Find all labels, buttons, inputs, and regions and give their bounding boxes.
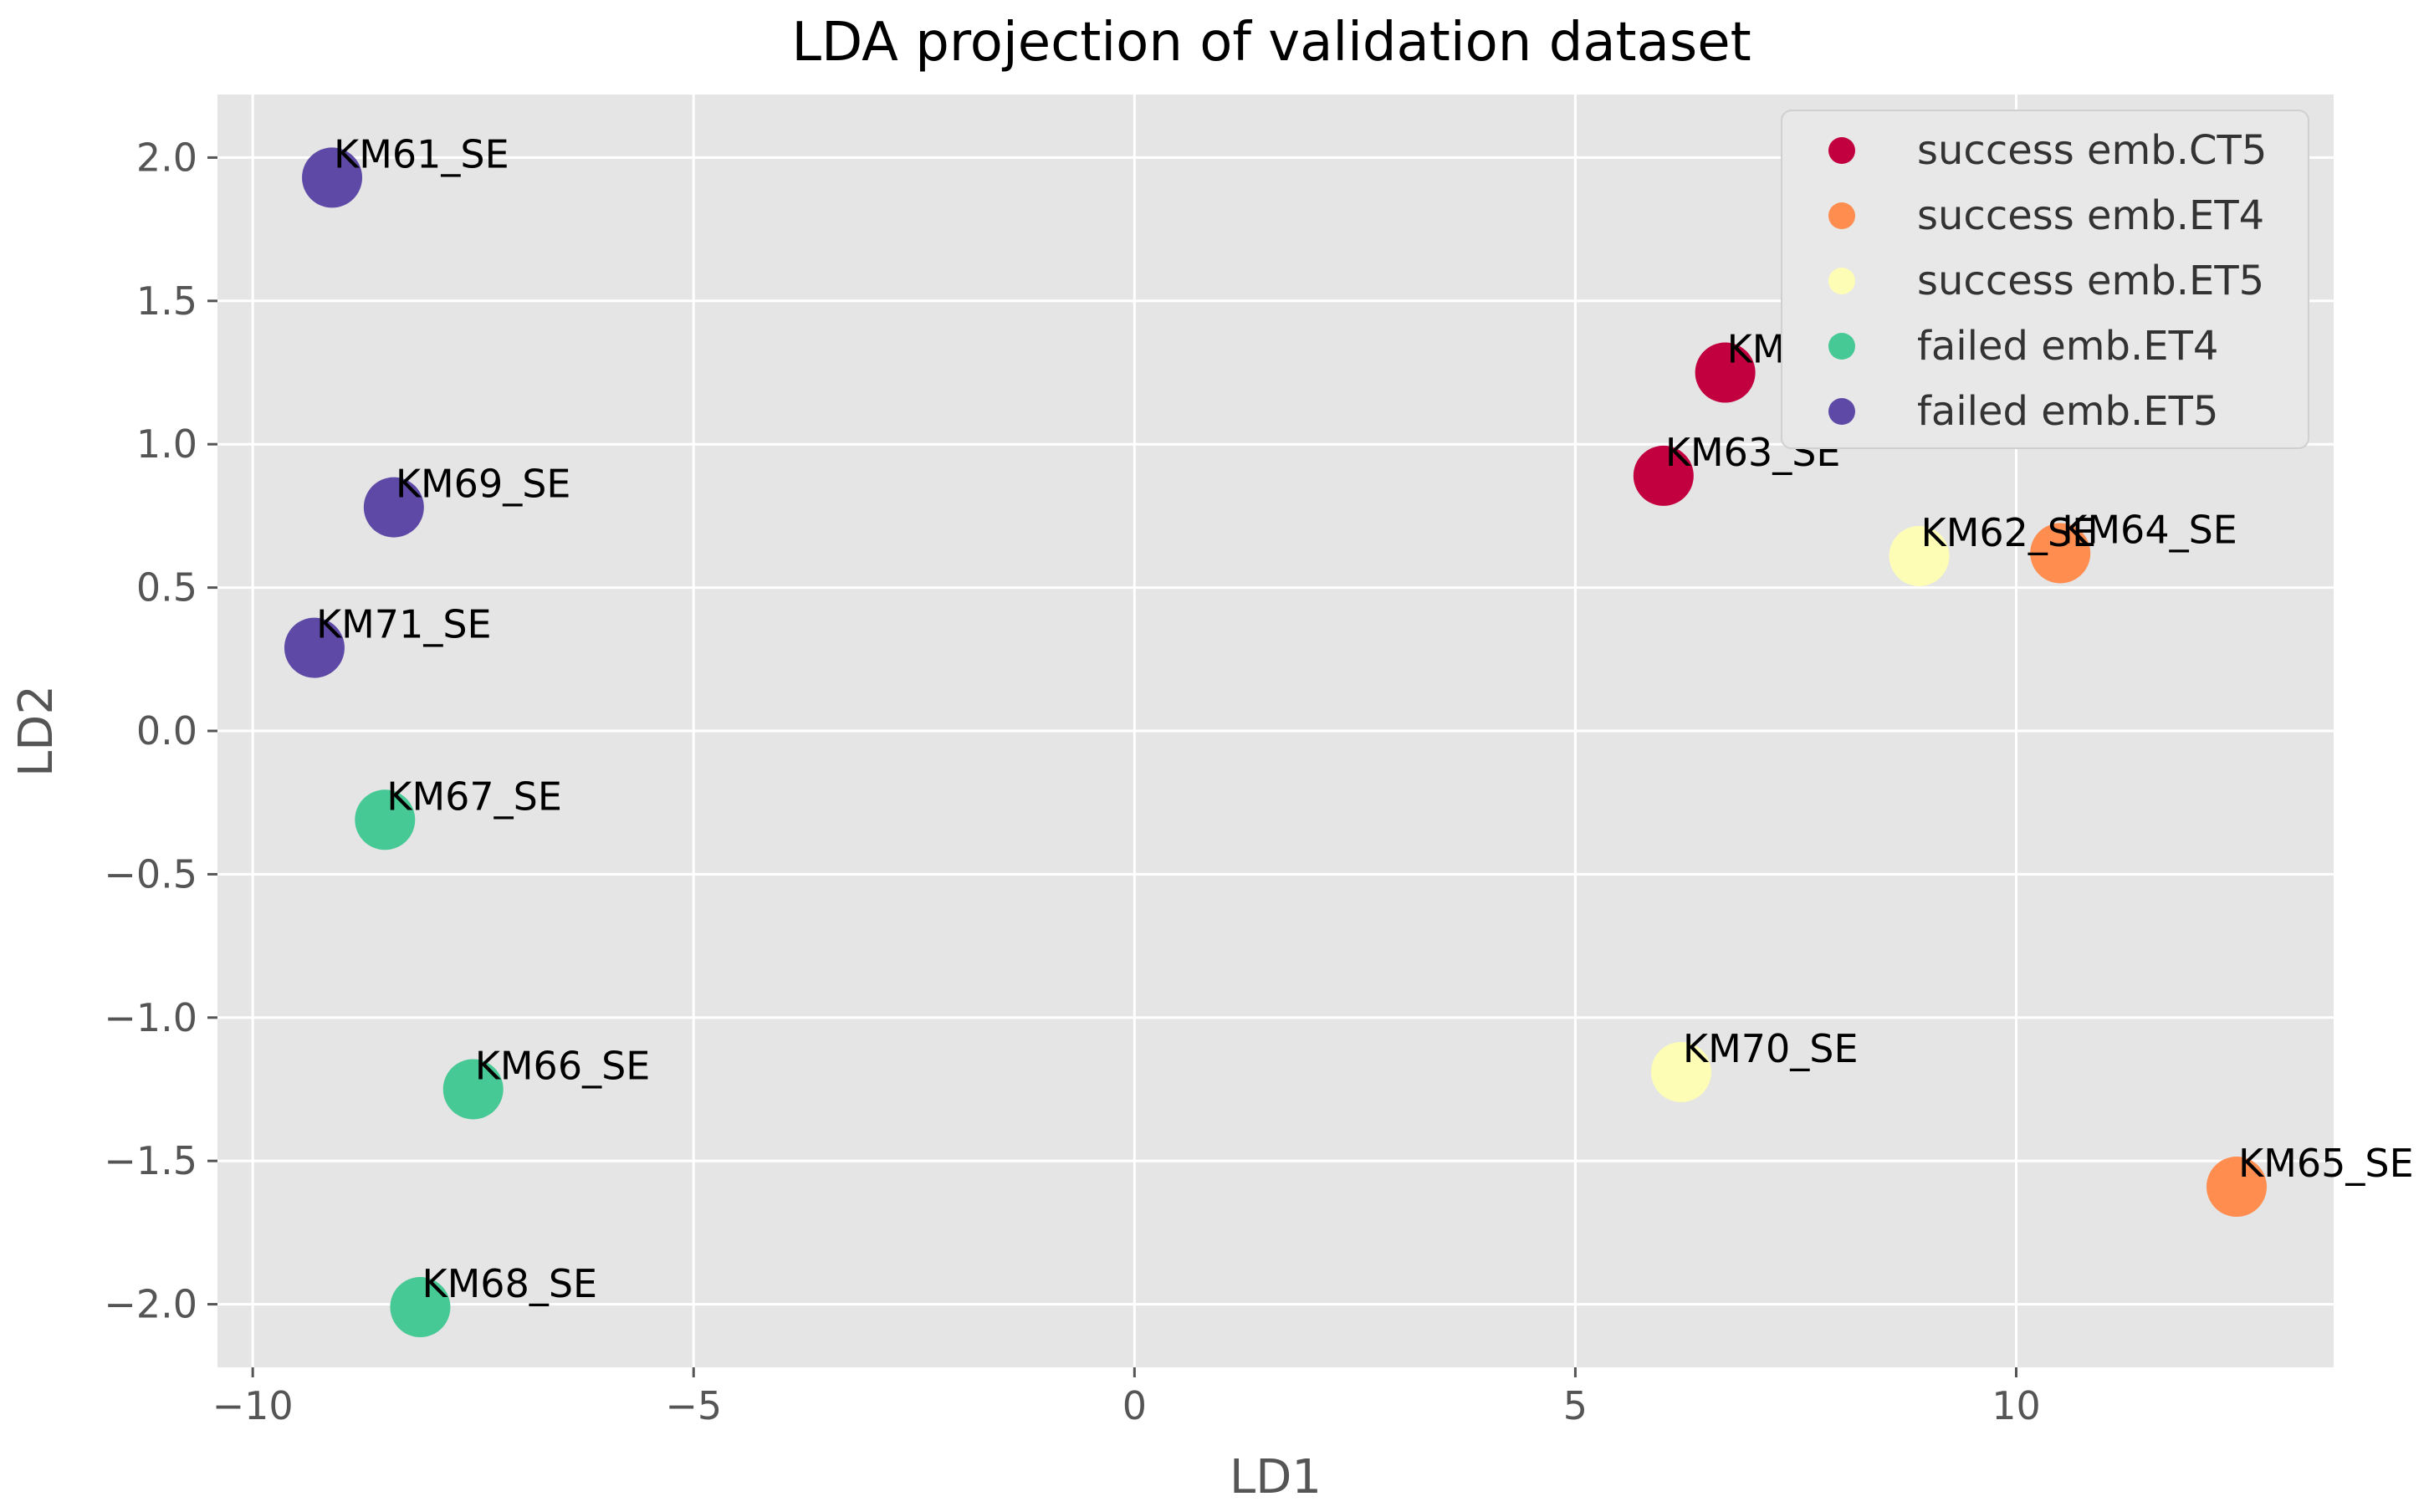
- y-axis-label: LD2: [9, 685, 64, 777]
- data-point-km66-se: [442, 1059, 504, 1120]
- x-tick-label: 10: [1992, 1383, 2041, 1428]
- point-label: KM66_SE: [475, 1043, 651, 1088]
- y-tick-label: 0.5: [136, 565, 197, 610]
- y-tick-label: 2.0: [136, 135, 197, 180]
- point-label: KM69_SE: [396, 462, 571, 507]
- legend-label: success emb.ET4: [1917, 192, 2264, 239]
- y-tick-label: −0.5: [104, 851, 197, 896]
- point-label: KM62_SE: [1921, 510, 2097, 555]
- x-tick-label: 0: [1122, 1383, 1147, 1428]
- x-tick-label: 5: [1563, 1383, 1588, 1428]
- y-tick-label: −2.0: [104, 1282, 197, 1327]
- legend-marker: [1828, 202, 1855, 229]
- point-label: KM61_SE: [334, 131, 509, 176]
- legend-label: success emb.CT5: [1917, 127, 2267, 174]
- data-point-km62-se: [1889, 525, 1950, 586]
- y-tick-label: 1.5: [136, 278, 197, 324]
- data-point-km71-se: [284, 617, 345, 678]
- point-label: KM71_SE: [316, 602, 492, 647]
- legend: success emb.CT5 success emb.ET4 success em…: [1781, 110, 2309, 449]
- data-point-km68-se: [390, 1277, 451, 1338]
- legend-box: [1781, 110, 2309, 449]
- data-point-km67-se: [355, 789, 416, 850]
- legend-marker: [1828, 333, 1855, 360]
- y-tick-label: 1.0: [136, 421, 197, 467]
- data-point-km65-se: [2206, 1157, 2268, 1218]
- legend-marker: [1828, 398, 1855, 425]
- data-point-km61-se: [302, 147, 363, 208]
- y-tick-label: 0.0: [136, 708, 197, 753]
- point-label: KM65_SE: [2238, 1141, 2414, 1186]
- legend-label: success emb.ET5: [1917, 258, 2264, 304]
- data-point-km60-se: [1695, 342, 1756, 403]
- legend-label: failed emb.ET5: [1917, 388, 2218, 435]
- point-label: KM67_SE: [386, 774, 562, 819]
- legend-items: success emb.CT5 success emb.ET4 success em…: [1828, 127, 2267, 435]
- data-points: [284, 147, 2268, 1338]
- point-label: KM64_SE: [2062, 507, 2237, 552]
- data-point-km64-se: [2030, 523, 2091, 584]
- data-point-km63-se: [1633, 445, 1694, 506]
- data-point-km69-se: [363, 477, 424, 538]
- legend-marker: [1828, 137, 1855, 164]
- y-tick-label: −1.0: [104, 995, 197, 1040]
- x-tick-label: −10: [212, 1383, 294, 1428]
- grid-lines: [217, 94, 2334, 1367]
- y-tick-label: −1.5: [104, 1138, 197, 1183]
- data-point-km70-se: [1650, 1041, 1711, 1102]
- chart-title: LDA projection of validation dataset: [791, 12, 1751, 74]
- x-tick-label: −5: [665, 1383, 722, 1428]
- point-label: KM68_SE: [422, 1261, 597, 1306]
- point-label: KM70_SE: [1683, 1026, 1859, 1071]
- legend-label: failed emb.ET4: [1917, 323, 2218, 370]
- legend-marker: [1828, 268, 1855, 294]
- x-axis-label: LD1: [1230, 1450, 1322, 1504]
- tick-labels: −10 −5 0 5 10 2.0 1.5 1.0 0.5 0.0 −0.5 −1.0 −1.5 −2.0: [104, 135, 2040, 1428]
